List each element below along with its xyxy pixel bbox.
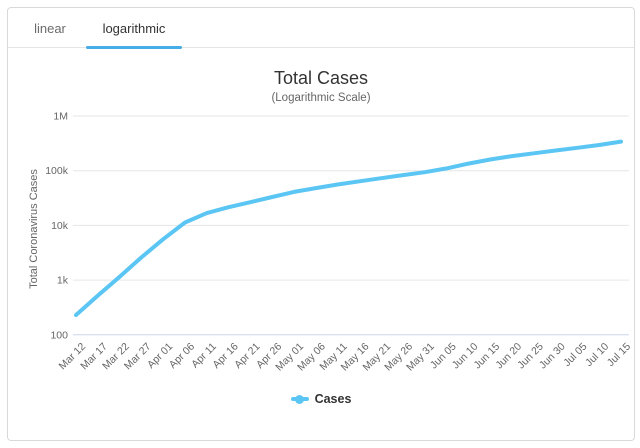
- y-axis-tick-label: 10k: [51, 220, 69, 232]
- cases-series-line[interactable]: [74, 139, 623, 317]
- y-axis-tick-label: 1k: [57, 275, 69, 287]
- chart-subtitle: (Logarithmic Scale): [271, 92, 371, 104]
- x-axis-tick-label: Jul 15: [605, 341, 633, 369]
- legend-line-marker-icon: [290, 394, 309, 404]
- tab-bar: linear logarithmic: [8, 8, 634, 49]
- chart-title: Total Cases: [273, 68, 369, 88]
- y-axis-tick-label: 1M: [53, 111, 68, 123]
- x-axis-tick-label: Jul 05: [561, 341, 589, 369]
- y-axis-tick-label: 100k: [45, 165, 69, 177]
- y-axis-tick-label: 100: [50, 329, 68, 341]
- tab-logarithmic[interactable]: logarithmic: [86, 8, 182, 49]
- legend-item-cases[interactable]: Cases: [8, 392, 634, 406]
- x-axis-tick-label: Jul 10: [583, 341, 611, 369]
- tab-linear[interactable]: linear: [34, 21, 66, 36]
- legend-label: Cases: [314, 392, 352, 406]
- chart-card: linear logarithmic Total Cases (Logarith…: [7, 7, 635, 441]
